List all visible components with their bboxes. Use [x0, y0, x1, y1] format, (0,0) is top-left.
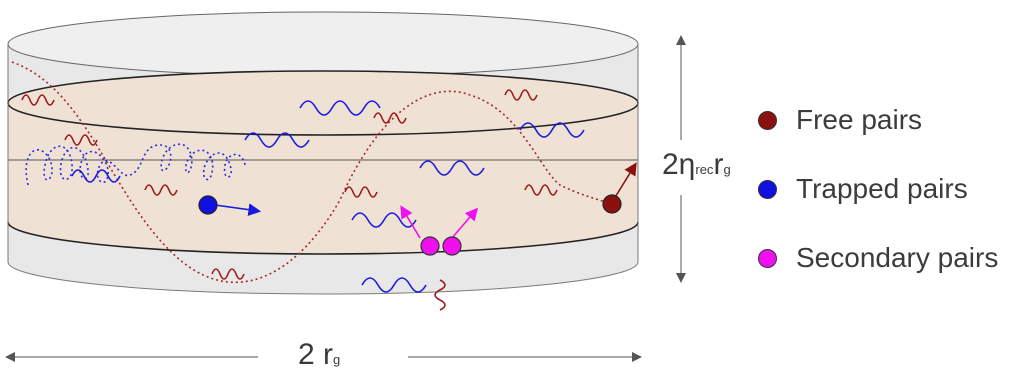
- height-label-sub2: g: [723, 162, 731, 177]
- free-waves: [21, 89, 558, 311]
- free-wave: [504, 89, 538, 101]
- width-label-main: 2 r: [298, 338, 334, 371]
- height-label-main: 2η: [662, 148, 696, 181]
- free-pair-particle: [602, 194, 622, 214]
- free-wave: [211, 268, 245, 280]
- secondary-pairs-dot-icon: [758, 249, 777, 268]
- trapped-wave: [361, 277, 427, 293]
- band-top-front: [7, 102, 639, 136]
- trapped-wave: [419, 160, 485, 176]
- secondary-pair-arrow-left: [400, 205, 421, 239]
- trapped-pair-trajectory: [25, 143, 246, 186]
- trapped-waves: [71, 100, 585, 293]
- trapped-wave: [351, 212, 417, 228]
- free-wave: [373, 112, 407, 124]
- height-label-sub: rec: [695, 162, 714, 177]
- trapped-pair-particle: [198, 195, 218, 215]
- height-label-r: r: [713, 148, 724, 181]
- free-wave: [434, 279, 446, 311]
- secondary-pair-particle: [442, 236, 462, 256]
- trapped-wave: [299, 100, 381, 116]
- free-pair-trajectory: [11, 61, 613, 284]
- free-pair-velocity-arrow: [613, 162, 637, 200]
- legend-label: Trapped pairs: [796, 173, 968, 204]
- legend-label: Secondary pairs: [796, 242, 999, 273]
- trapped-wave: [244, 132, 310, 148]
- legend-label: Free pairs: [796, 104, 923, 135]
- height-label: 2ηrecrg: [662, 150, 731, 180]
- band-top-back: [7, 70, 639, 104]
- free-wave: [524, 184, 558, 196]
- free-wave: [21, 94, 55, 106]
- free-wave: [144, 184, 178, 196]
- trapped-wave: [71, 169, 121, 183]
- free-pairs-dot-icon: [758, 111, 777, 130]
- cylinder-top: [7, 11, 639, 77]
- acceleration-band: [8, 71, 638, 254]
- trapped-pair-velocity-arrow: [214, 203, 262, 217]
- width-label: 2 rg: [298, 340, 340, 370]
- trapped-pairs-dot-icon: [758, 180, 777, 199]
- width-label-sub: g: [333, 352, 341, 367]
- free-wave: [64, 134, 98, 146]
- band-bottom-front: [7, 221, 639, 255]
- free-wave: [344, 186, 378, 198]
- secondary-pair-particle: [420, 236, 440, 256]
- secondary-pair-arrow-right: [451, 207, 479, 239]
- trapped-wave: [519, 122, 585, 138]
